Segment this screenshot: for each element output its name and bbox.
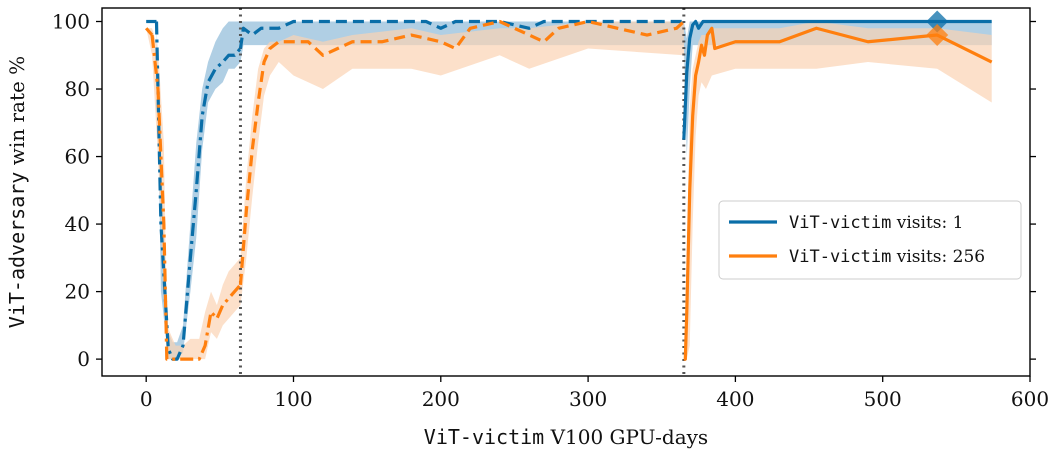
series-line-visits-256-segment-3 <box>683 26 993 361</box>
confidence-band-visits-1 <box>146 21 992 360</box>
series-line-visits-1-segment-1 <box>154 21 242 361</box>
x-tick-label: 300 <box>569 387 607 411</box>
confidence-band-visits-256 <box>146 21 992 360</box>
plot-frame <box>101 7 1031 377</box>
y-tick-label: 80 <box>65 77 90 101</box>
legend-entry-visits-1: ViT-victim visits: 1 <box>789 213 963 233</box>
legend: ViT-victim visits: 1 ViT-victim visits: … <box>718 200 1022 280</box>
x-tick-label: 200 <box>422 387 460 411</box>
series-line-visits-256-segment-0 <box>144 27 154 37</box>
diamond-marker-visits-256 <box>926 24 949 47</box>
legend-entry-visits-256: ViT-victim visits: 256 <box>789 247 985 267</box>
y-tick-label: 40 <box>65 212 90 236</box>
y-tick-label: 100 <box>52 10 90 34</box>
series-line-visits-1-segment-3 <box>682 19 992 140</box>
x-axis-label: ViT-victim V100 GPU-days <box>424 425 708 449</box>
x-tick-label: 500 <box>864 387 902 411</box>
x-tick-label: 600 <box>1011 387 1049 411</box>
diamond-marker-visits-1 <box>926 10 949 33</box>
legend-box <box>718 200 1022 280</box>
x-tick-label: 0 <box>140 387 153 411</box>
x-tick-label: 100 <box>274 387 312 411</box>
y-tick-label: 0 <box>77 347 90 371</box>
series-line-visits-256-segment-2 <box>238 19 685 285</box>
y-tick-label: 60 <box>65 145 90 169</box>
series-line-visits-256-segment-1 <box>150 34 242 361</box>
y-axis-label: ViT-adversary win rate % <box>5 56 29 328</box>
x-tick-label: 400 <box>716 387 754 411</box>
y-tick-label: 20 <box>65 280 90 304</box>
